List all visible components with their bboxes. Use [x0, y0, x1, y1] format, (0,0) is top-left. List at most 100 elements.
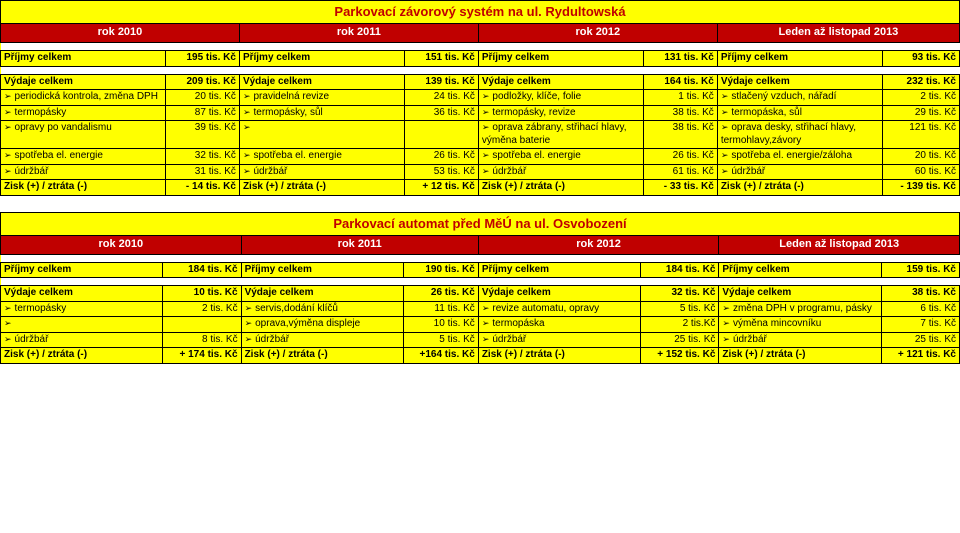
item-label: ➢údržbář: [1, 164, 166, 180]
table2-expense-row: Výdaje celkem 10 tis. Kč Výdaje celkem 2…: [1, 286, 960, 302]
bullet-icon: ➢: [482, 122, 493, 132]
gap: [1, 278, 960, 286]
table2-title-row: Parkovací automat před MěÚ na ul. Osvobo…: [1, 212, 960, 235]
table1-result-row: Zisk (+) / ztráta (-) - 14 tis. Kč Zisk …: [1, 180, 960, 196]
expense-amt: 232 tis. Kč: [883, 74, 960, 90]
bullet-icon: ➢: [482, 166, 493, 176]
bullet-icon: ➢: [4, 107, 15, 117]
expense-label: Výdaje celkem: [719, 286, 881, 302]
expense-amt: 10 tis. Kč: [163, 286, 241, 302]
table2-year-row: rok 2010 rok 2011 rok 2012 Leden až list…: [1, 235, 960, 254]
bullet-icon: ➢: [245, 318, 256, 328]
expense-label: Výdaje celkem: [1, 74, 166, 90]
income-amt: 93 tis. Kč: [883, 51, 960, 67]
expense-amt: 32 tis. Kč: [641, 286, 719, 302]
gap: [1, 254, 960, 262]
income-label: Příjmy celkem: [1, 51, 166, 67]
year-cell: rok 2010: [1, 235, 242, 254]
table1-income-row: Příjmy celkem 195 tis. Kč Příjmy celkem …: [1, 51, 960, 67]
table2-result-row: Zisk (+) / ztráta (-) + 174 tis. Kč Zisk…: [1, 348, 960, 364]
expense-label: Výdaje celkem: [241, 286, 403, 302]
expense-label: Výdaje celkem: [478, 286, 640, 302]
income-amt: 131 tis. Kč: [644, 51, 718, 67]
item-amt: 25 tis. Kč: [641, 332, 719, 348]
income-label: Příjmy celkem: [719, 262, 881, 278]
item-amt: 38 tis. Kč: [644, 105, 718, 121]
item-amt: 2 tis. Kč: [163, 301, 241, 317]
item-label: ➢termopásky, revize: [478, 105, 643, 121]
item-amt: 38 tis. Kč: [644, 121, 718, 149]
result-amt: + 12 tis. Kč: [405, 180, 479, 196]
item-amt: 31 tis. Kč: [166, 164, 240, 180]
item-amt: 25 tis. Kč: [881, 332, 959, 348]
bullet-icon: ➢: [4, 150, 15, 160]
item-label: ➢oprava zábrany, střihací hlavy, výměna …: [478, 121, 643, 149]
expense-label: Výdaje celkem: [478, 74, 643, 90]
table1-row: ➢spotřeba el. energie 32 tis. Kč ➢spotře…: [1, 149, 960, 165]
bullet-icon: ➢: [482, 334, 493, 344]
result-amt: - 33 tis. Kč: [644, 180, 718, 196]
item-label: ➢servis,dodání klíčů: [241, 301, 403, 317]
item-label: ➢spotřeba el. energie: [478, 149, 643, 165]
table1-row: ➢periodická kontrola, změna DPH 20 tis. …: [1, 90, 960, 106]
result-amt: - 14 tis. Kč: [166, 180, 240, 196]
item-amt: 8 tis. Kč: [163, 332, 241, 348]
item-label: ➢údržbář: [1, 332, 163, 348]
bullet-icon: ➢: [245, 334, 256, 344]
expense-label: Výdaje celkem: [239, 74, 404, 90]
bullet-icon: ➢: [482, 318, 493, 328]
bullet-icon: ➢: [243, 91, 254, 101]
year-cell: rok 2011: [239, 24, 478, 43]
item-label: ➢údržbář: [241, 332, 403, 348]
year-cell: Leden až listopad 2013: [719, 235, 960, 254]
income-label: Příjmy celkem: [1, 262, 163, 278]
bullet-icon: ➢: [482, 107, 493, 117]
table1-year-row: rok 2010 rok 2011 rok 2012 Leden až list…: [1, 24, 960, 43]
item-amt: 39 tis. Kč: [166, 121, 240, 149]
bullet-icon: ➢: [722, 334, 733, 344]
expense-label: Výdaje celkem: [717, 74, 882, 90]
item-label: ➢údržbář: [239, 164, 404, 180]
item-amt: 29 tis. Kč: [883, 105, 960, 121]
item-amt: 10 tis. Kč: [403, 317, 478, 333]
table1-title: Parkovací závorový systém na ul. Rydulto…: [1, 1, 960, 24]
table1-expense-row: Výdaje celkem 209 tis. Kč Výdaje celkem …: [1, 74, 960, 90]
table2-row: ➢termopásky 2 tis. Kč ➢servis,dodání klí…: [1, 301, 960, 317]
income-amt: 195 tis. Kč: [166, 51, 240, 67]
item-label: ➢podložky, klíče, folie: [478, 90, 643, 106]
item-amt: 61 tis. Kč: [644, 164, 718, 180]
bullet-icon: ➢: [243, 166, 254, 176]
income-label: Příjmy celkem: [478, 262, 640, 278]
table2: Parkovací automat před MěÚ na ul. Osvobo…: [0, 212, 960, 364]
bullet-icon: ➢: [4, 303, 15, 313]
item-amt: 60 tis. Kč: [883, 164, 960, 180]
income-label: Příjmy celkem: [241, 262, 403, 278]
item-label: ➢pravidelná revize: [239, 90, 404, 106]
item-label: ➢oprava desky, střihací hlavy, termohlav…: [717, 121, 882, 149]
income-amt: 151 tis. Kč: [405, 51, 479, 67]
result-label: Zisk (+) / ztráta (-): [1, 180, 166, 196]
table2-row: ➢údržbář 8 tis. Kč ➢údržbář 5 tis. Kč ➢ú…: [1, 332, 960, 348]
item-label: ➢termopásky: [1, 301, 163, 317]
result-amt: + 174 tis. Kč: [163, 348, 241, 364]
bullet-icon: ➢: [4, 91, 15, 101]
item-amt: 20 tis. Kč: [883, 149, 960, 165]
result-label: Zisk (+) / ztráta (-): [239, 180, 404, 196]
result-label: Zisk (+) / ztráta (-): [478, 180, 643, 196]
item-label: ➢termopáska: [478, 317, 640, 333]
item-label: ➢změna DPH v programu, pásky: [719, 301, 881, 317]
expense-amt: 209 tis. Kč: [166, 74, 240, 90]
table2-income-row: Příjmy celkem 184 tis. Kč Příjmy celkem …: [1, 262, 960, 278]
year-cell: rok 2010: [1, 24, 240, 43]
bullet-icon: ➢: [721, 91, 732, 101]
gap: [1, 66, 960, 74]
item-label: ➢výměna mincovníku: [719, 317, 881, 333]
table1-title-row: Parkovací závorový systém na ul. Rydulto…: [1, 1, 960, 24]
income-label: Příjmy celkem: [717, 51, 882, 67]
item-amt: 6 tis. Kč: [881, 301, 959, 317]
income-amt: 190 tis. Kč: [403, 262, 478, 278]
bullet-icon: ➢: [245, 303, 256, 313]
item-label: ➢periodická kontrola, změna DPH: [1, 90, 166, 106]
item-amt: 53 tis. Kč: [405, 164, 479, 180]
item-label: ➢: [1, 317, 163, 333]
